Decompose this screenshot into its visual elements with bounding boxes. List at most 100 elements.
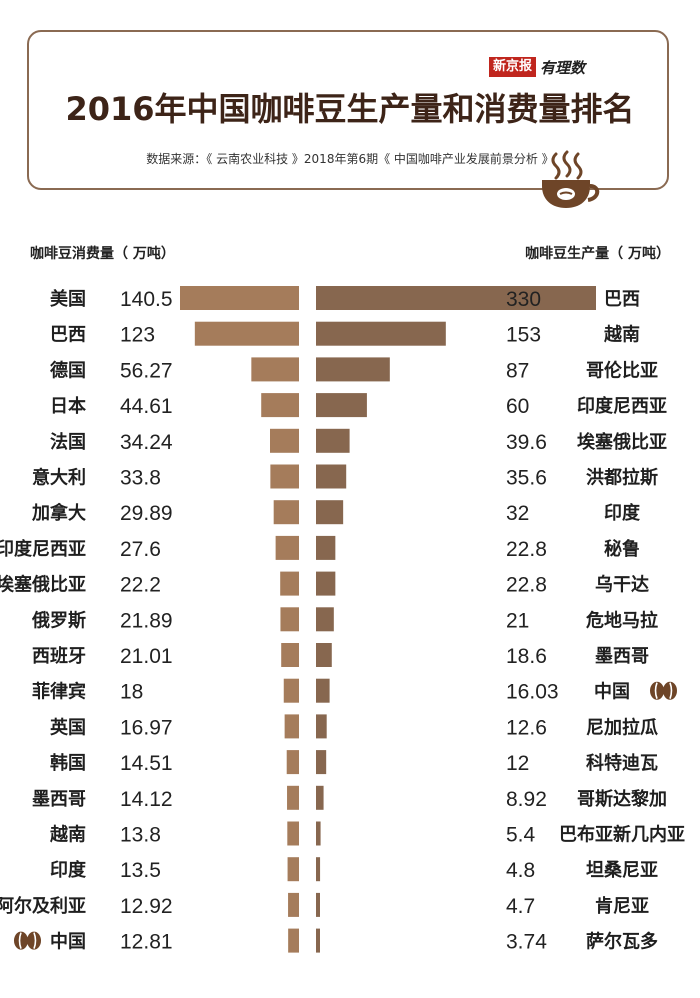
production-axis-label: 咖啡豆生产量（ 万吨） (525, 246, 670, 262)
consumption-country-label: 韩国 (50, 752, 86, 774)
production-value-label: 22.8 (506, 538, 547, 561)
consumption-value-label: 18 (120, 681, 143, 704)
brand-script: 有理数 (540, 58, 586, 77)
production-bar (316, 357, 390, 382)
production-country-label: 埃塞俄比亚 (577, 431, 667, 453)
consumption-country-label: 西班牙 (32, 646, 86, 667)
consumption-value-label: 33.8 (120, 467, 161, 490)
production-value-label: 60 (506, 395, 529, 418)
production-bar (316, 286, 596, 310)
production-value-label: 5.4 (506, 824, 536, 847)
production-bar (316, 571, 336, 596)
production-value-label: 3.74 (506, 931, 547, 954)
production-value-label: 87 (506, 359, 529, 382)
consumption-axis-label: 咖啡豆消费量（ 万吨） (30, 246, 175, 262)
consumption-country-label: 印度尼西亚 (0, 538, 86, 560)
production-bar (316, 607, 334, 632)
production-bar (316, 464, 347, 489)
consumption-country-label: 俄罗斯 (31, 609, 86, 631)
consumption-value-label: 22.2 (120, 574, 161, 597)
production-country-label: 乌干达 (595, 574, 649, 596)
consumption-bar (288, 892, 299, 917)
production-country-label: 中国 (594, 681, 630, 703)
production-value-label: 330 (506, 288, 541, 311)
consumption-country-label: 法国 (50, 431, 86, 453)
production-country-label: 科特迪瓦 (586, 752, 658, 774)
consumption-country-label: 美国 (50, 288, 86, 310)
consumption-bar (287, 821, 299, 846)
production-value-label: 153 (506, 324, 541, 347)
production-value-label: 4.7 (506, 895, 535, 918)
consumption-bar (287, 785, 299, 810)
production-country-label: 巴布亚新几内亚 (559, 824, 685, 846)
consumption-bar (284, 714, 299, 739)
consumption-country-label: 日本 (50, 395, 86, 417)
source-note: 数据来源：《 云南农业科技 》2018年第6期《 中国咖啡产业发展前景分析 》 (146, 152, 554, 166)
production-value-label: 8.92 (506, 788, 547, 811)
consumption-country-label: 埃塞俄比亚 (0, 574, 86, 596)
consumption-country-label: 中国 (50, 931, 86, 953)
production-bar (316, 321, 446, 346)
consumption-country-label: 印度 (50, 859, 87, 881)
production-country-label: 越南 (603, 324, 640, 346)
consumption-bar (280, 571, 299, 596)
production-value-label: 21 (506, 609, 529, 632)
production-country-label: 萨尔瓦多 (586, 931, 658, 953)
production-country-label: 巴西 (604, 289, 640, 310)
brand-name: 新京报 (489, 57, 537, 77)
production-bar (316, 821, 321, 846)
production-country-label: 危地马拉 (585, 609, 658, 631)
consumption-value-label: 21.89 (120, 609, 173, 632)
production-bar (316, 393, 367, 418)
production-value-label: 32 (506, 502, 529, 525)
consumption-bar (269, 428, 299, 453)
consumption-country-label: 意大利 (32, 467, 86, 489)
production-country-label: 洪都拉斯 (586, 467, 658, 489)
consumption-bar (281, 643, 299, 667)
consumption-country-label: 阿尔及利亚 (0, 895, 86, 917)
consumption-bar (283, 678, 299, 703)
consumption-bar (275, 535, 299, 560)
consumption-value-label: 21.01 (120, 645, 173, 668)
consumption-country-label: 英国 (49, 716, 86, 738)
production-value-label: 16.03 (506, 681, 559, 704)
consumption-value-label: 12.81 (120, 931, 173, 954)
production-country-label: 哥伦比亚 (586, 359, 658, 381)
production-bar (316, 750, 327, 775)
consumption-country-label: 加拿大 (31, 502, 86, 524)
consumption-bar (194, 321, 299, 346)
production-bar (316, 535, 336, 560)
production-country-label: 秘鲁 (604, 538, 640, 560)
consumption-value-label: 13.8 (120, 824, 161, 847)
production-country-label: 哥斯达黎加 (577, 788, 667, 810)
consumption-bar (273, 500, 299, 525)
consumption-value-label: 44.61 (120, 395, 173, 418)
production-value-label: 12.6 (506, 716, 547, 739)
production-value-label: 35.6 (506, 467, 547, 490)
consumption-bar (180, 286, 299, 310)
consumption-value-label: 29.89 (120, 502, 173, 525)
consumption-country-label: 巴西 (50, 325, 86, 346)
production-country-label: 印度尼西亚 (577, 395, 667, 417)
production-value-label: 22.8 (506, 574, 547, 597)
brand-logo: 新京报 有理数 (489, 56, 585, 78)
production-bar (316, 500, 344, 525)
consumption-bar (280, 607, 299, 632)
production-country-label: 印度 (604, 502, 641, 524)
production-bar (316, 714, 327, 739)
consumption-value-label: 14.12 (120, 788, 173, 811)
coffee-bean-icon (14, 931, 41, 950)
production-country-label: 墨西哥 (595, 646, 649, 667)
production-bar (316, 678, 330, 703)
coffee-bean-icon (650, 681, 677, 700)
page-title: 2016年中国咖啡豆生产量和消费量排名 (65, 90, 635, 128)
consumption-country-label: 德国 (50, 359, 86, 381)
consumption-country-label: 越南 (49, 824, 86, 846)
consumption-bar (286, 750, 299, 775)
production-bar (316, 857, 321, 882)
consumption-value-label: 34.24 (120, 431, 173, 454)
consumption-value-label: 12.92 (120, 895, 173, 918)
production-value-label: 18.6 (506, 645, 547, 668)
production-value-label: 39.6 (506, 431, 547, 454)
